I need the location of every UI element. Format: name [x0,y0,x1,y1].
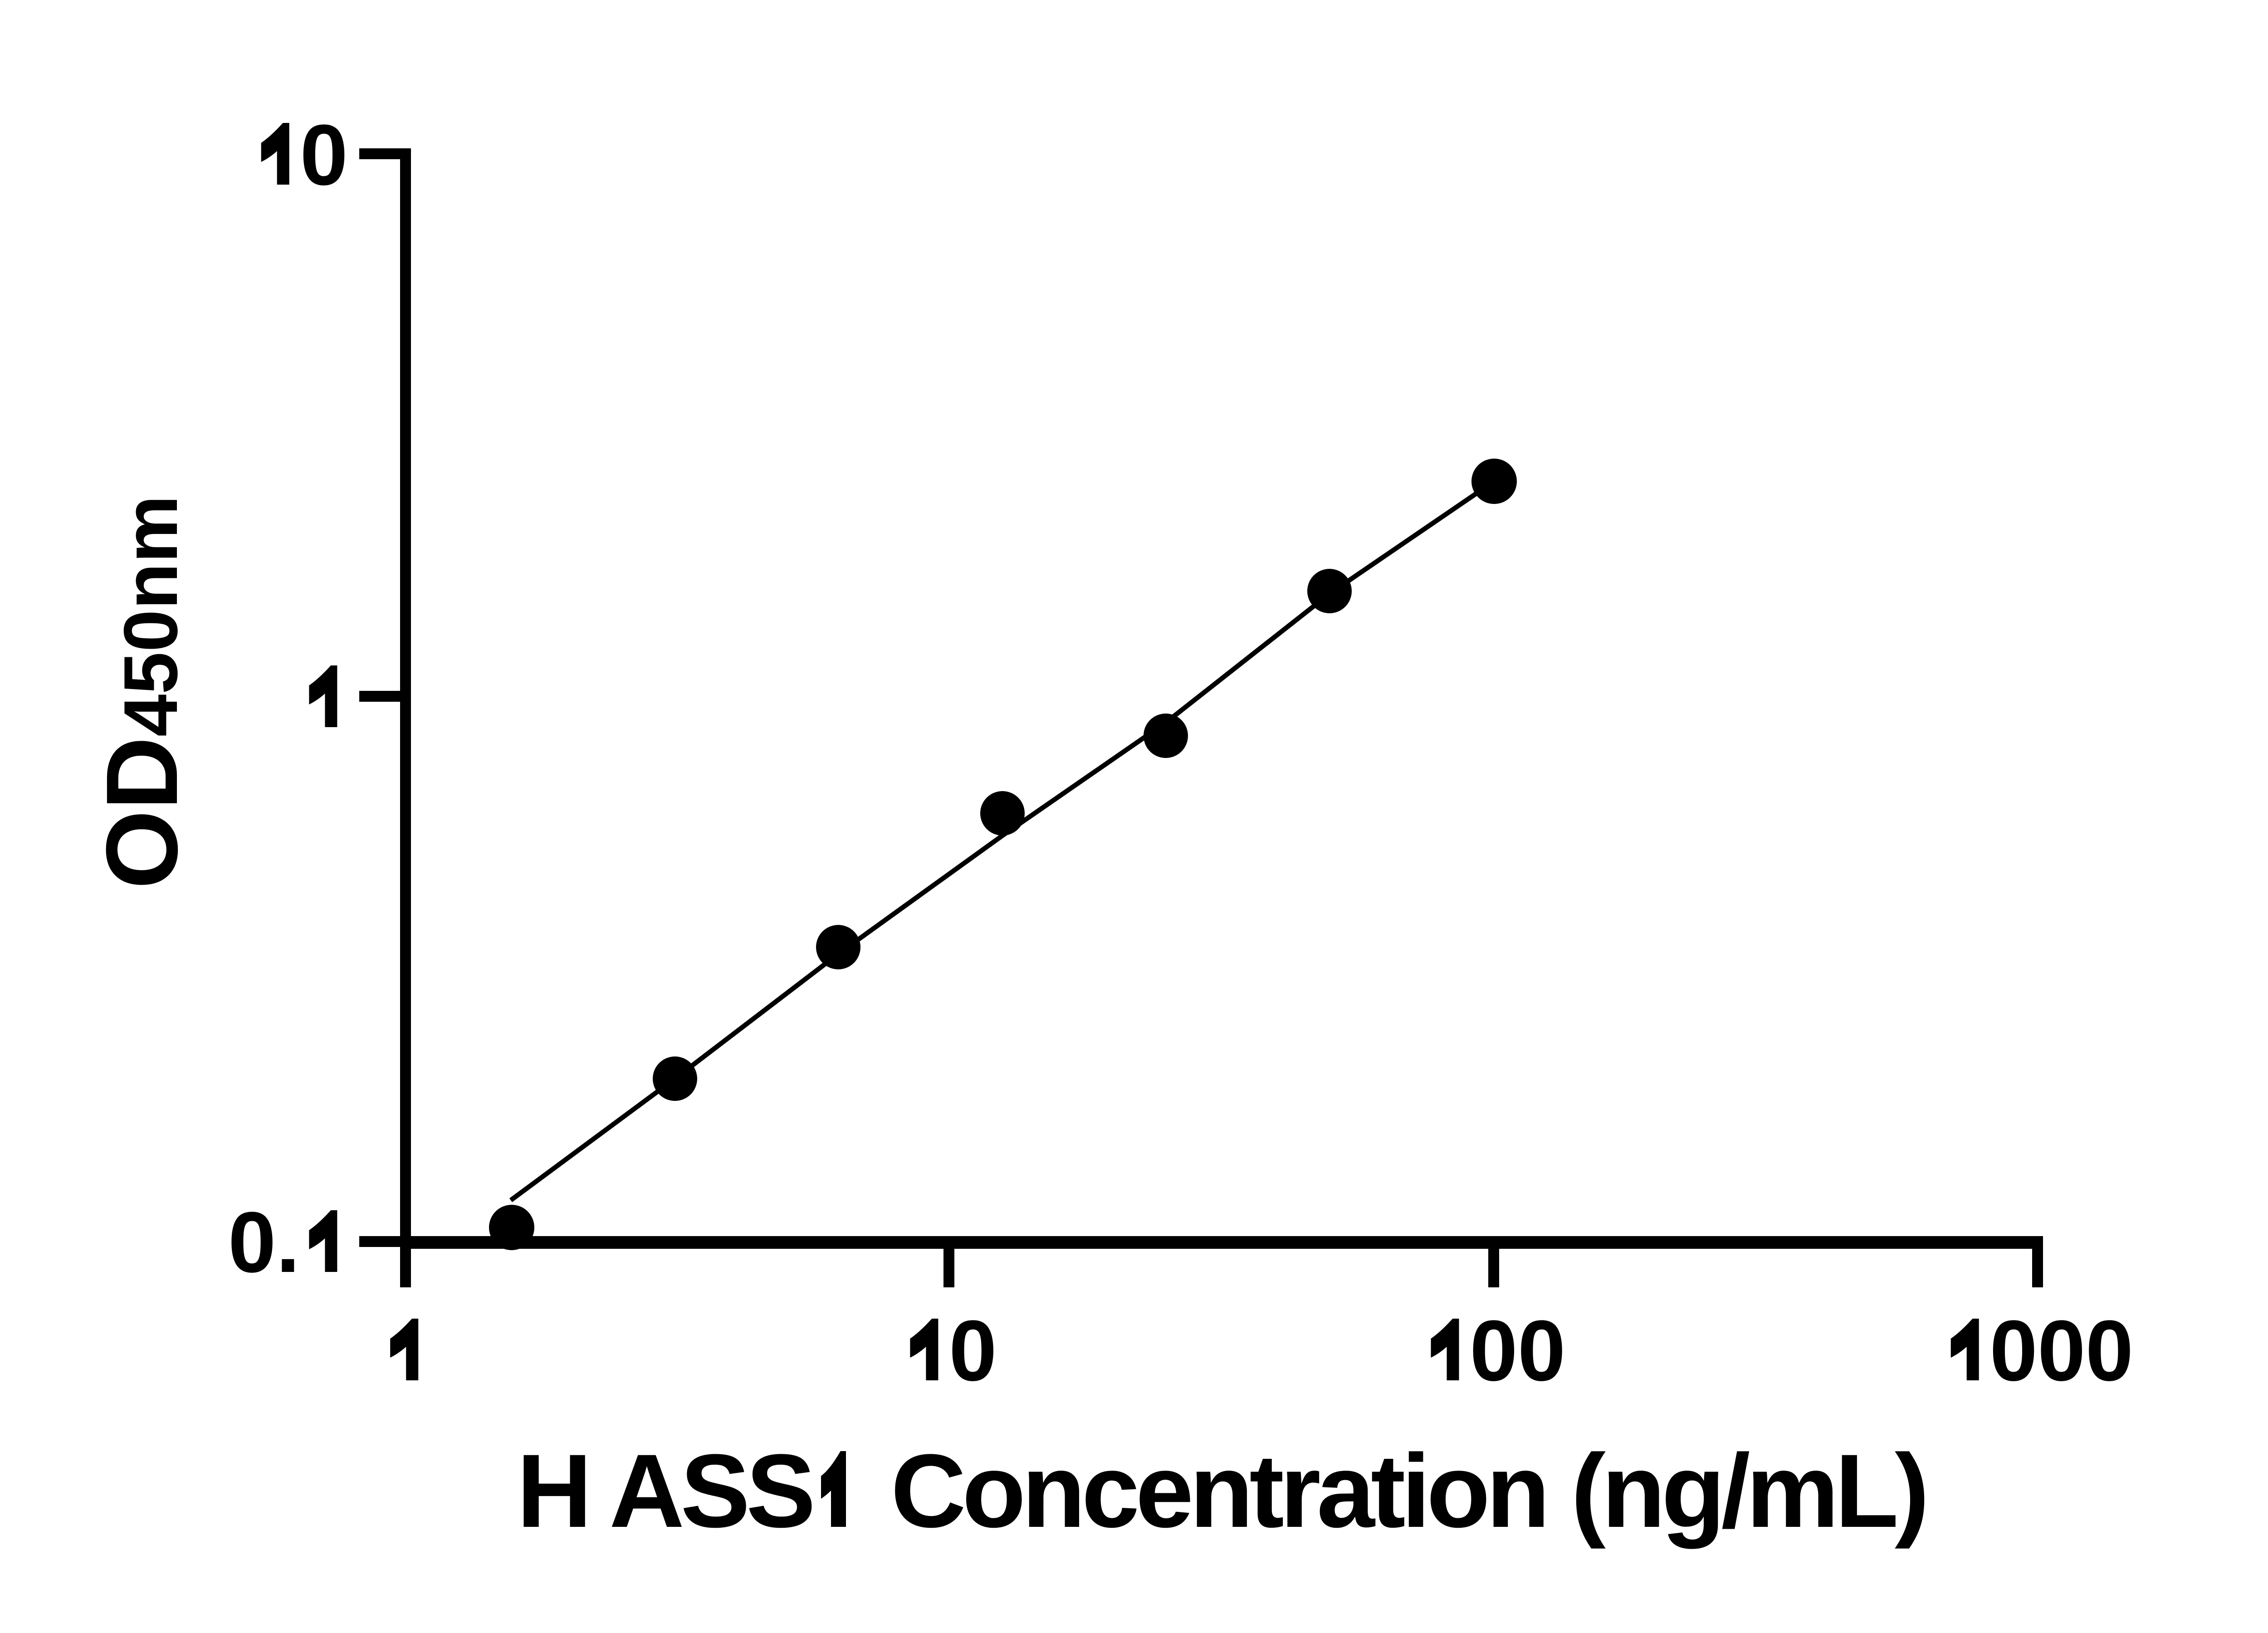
svg-text:H ASS1 Concentration (ng/mL): H ASS1 Concentration (ng/mL) [517,1433,1926,1549]
